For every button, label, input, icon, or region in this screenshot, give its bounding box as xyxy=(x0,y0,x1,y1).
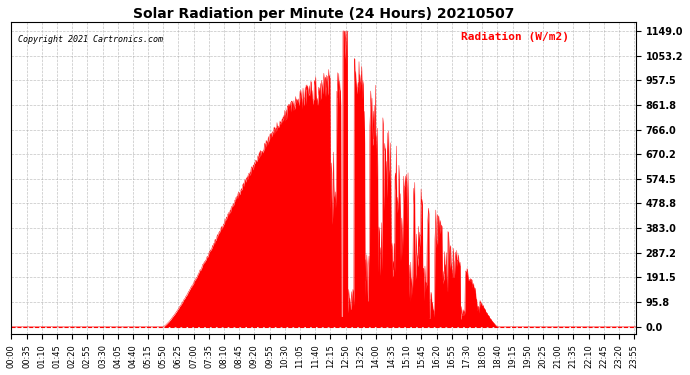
Text: Radiation (W/m2): Radiation (W/m2) xyxy=(461,32,569,42)
Text: Copyright 2021 Cartronics.com: Copyright 2021 Cartronics.com xyxy=(18,34,163,44)
Title: Solar Radiation per Minute (24 Hours) 20210507: Solar Radiation per Minute (24 Hours) 20… xyxy=(133,7,514,21)
